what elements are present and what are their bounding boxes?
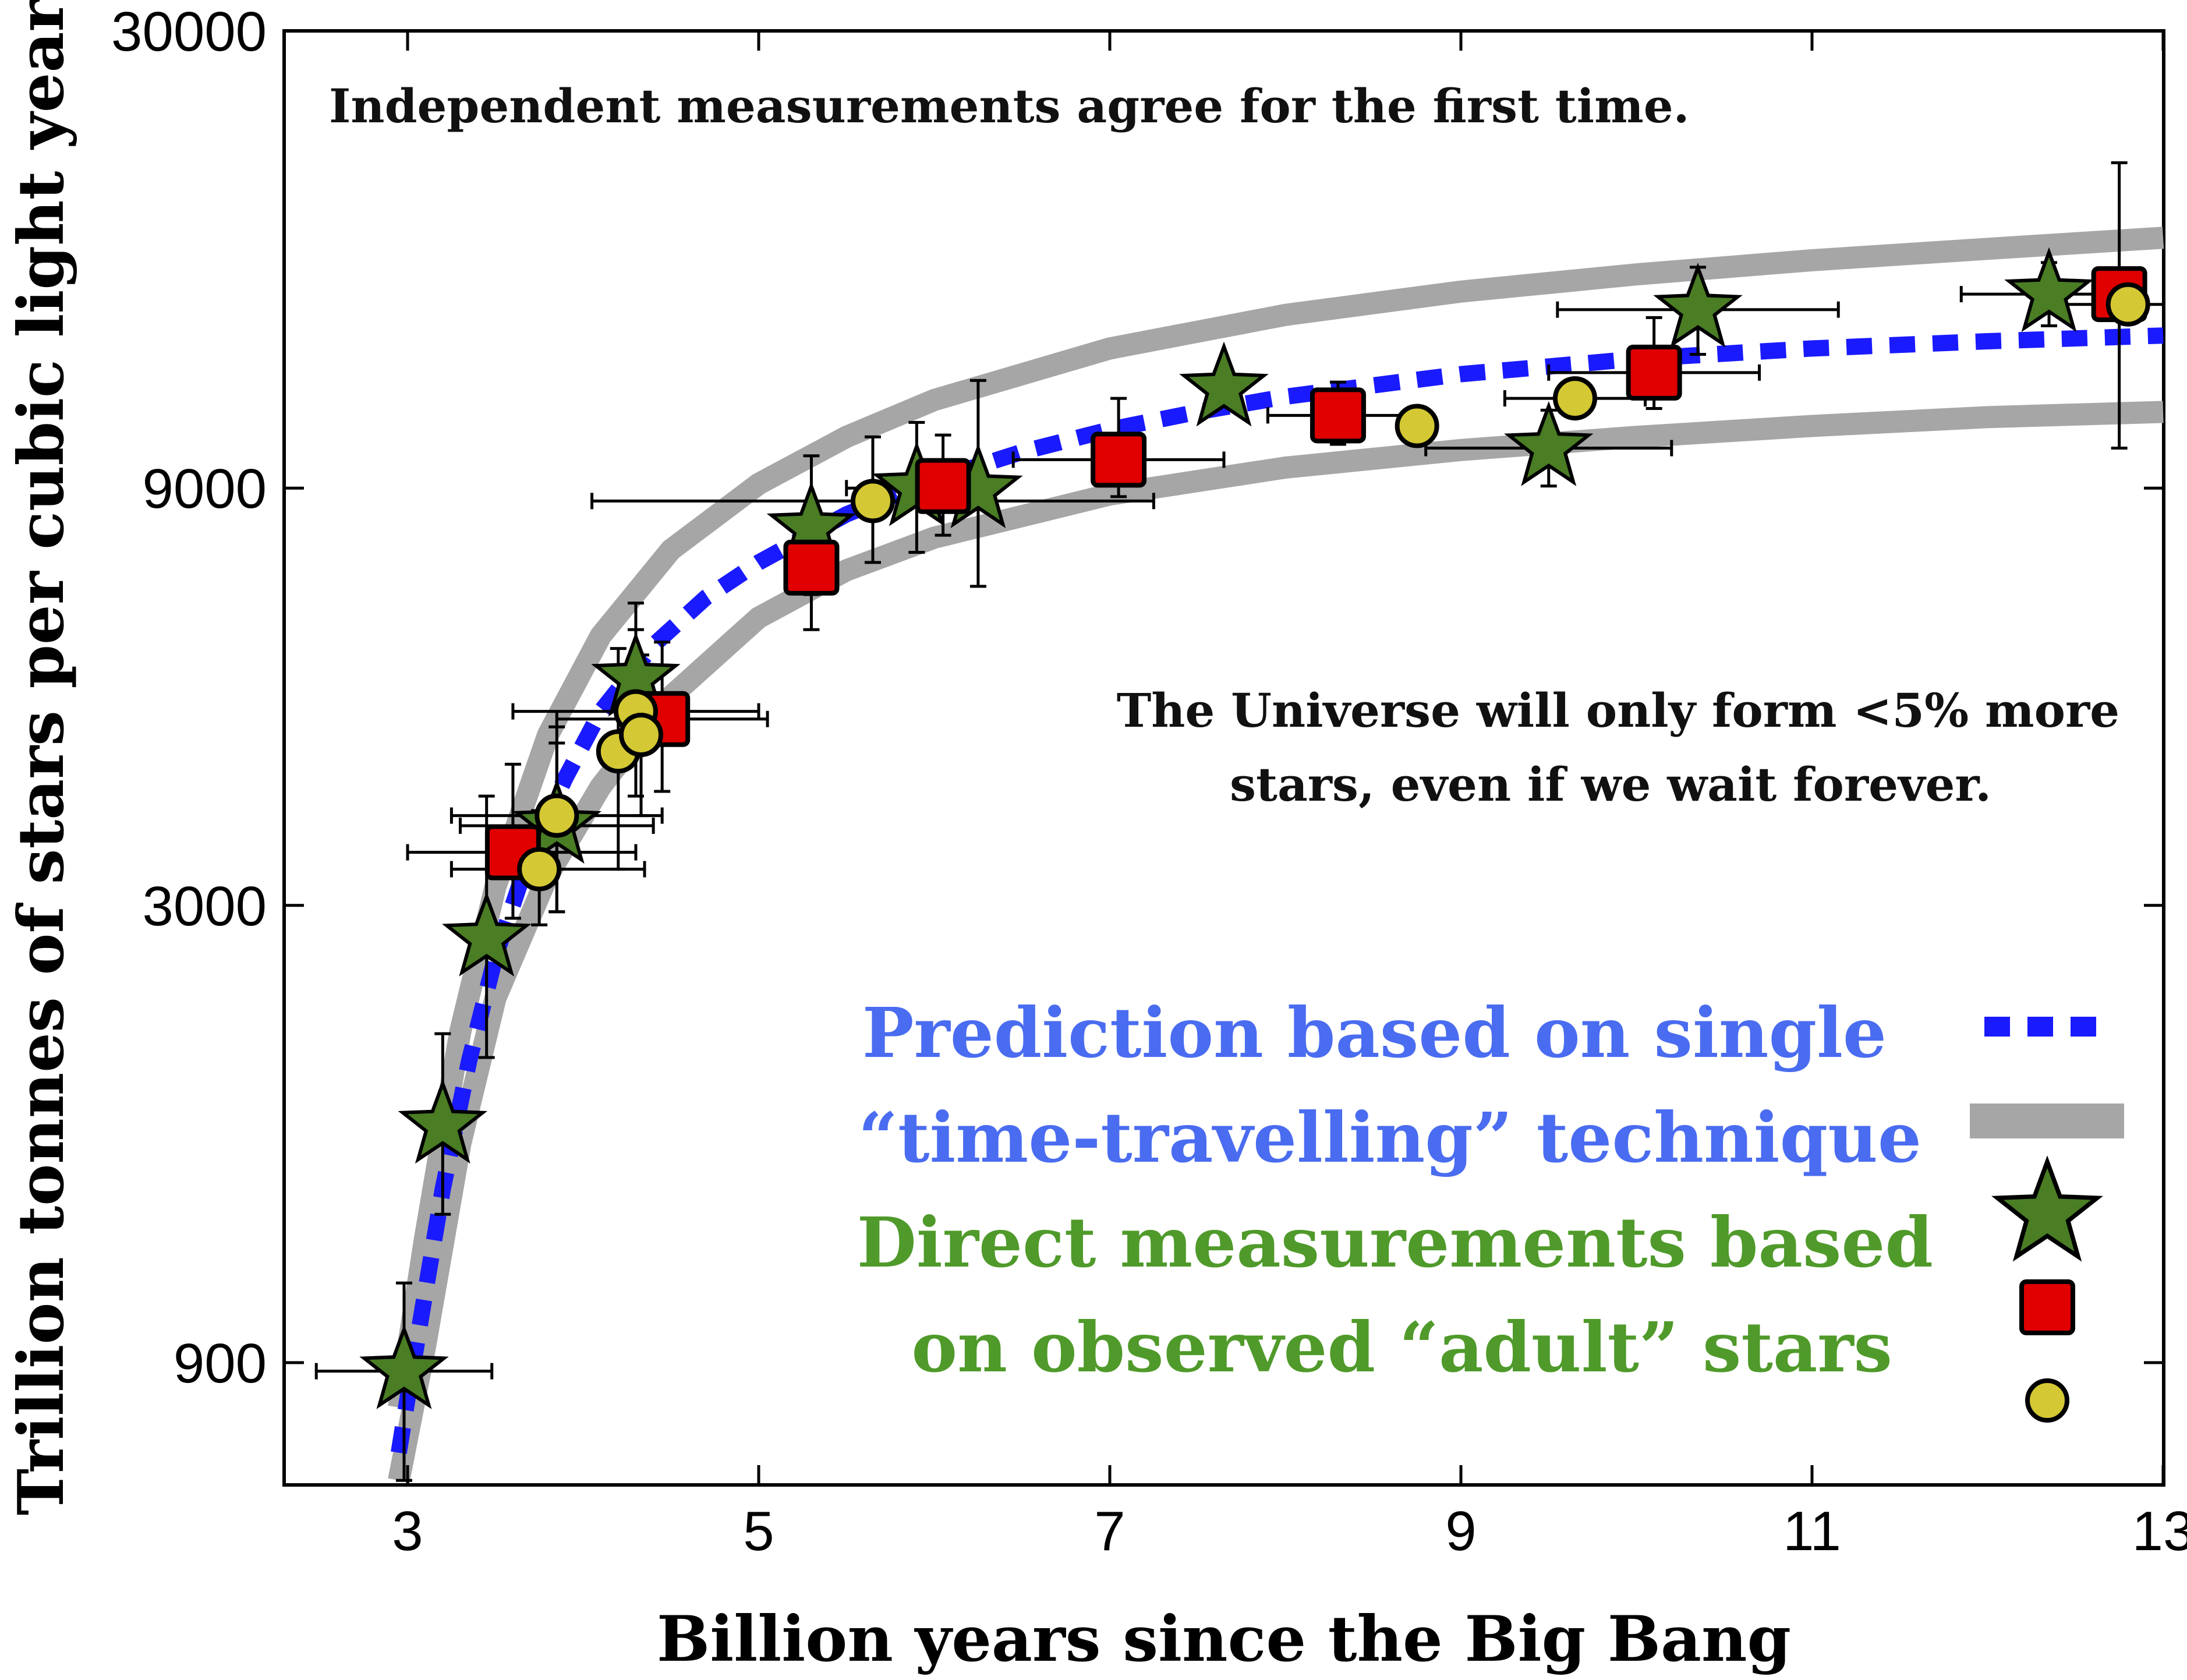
axis-ticks [284, 29, 2165, 1485]
legend-direct-line1: Direct measurements based [857, 1202, 1933, 1283]
plot-frame [282, 29, 2165, 1487]
legend-star-icon [1991, 1155, 2103, 1262]
y-tick-label: 30000 [111, 1, 267, 63]
annotation-universe-line2: stars, even if we wait forever. [1230, 757, 1991, 812]
y-tick-label: 3000 [142, 875, 267, 938]
circle-marker [850, 479, 895, 524]
x-tick-label: 9 [1445, 1500, 1476, 1562]
data-markers [359, 247, 2150, 1409]
legend-circle-icon [2025, 1378, 2069, 1423]
y-axis-title: Trillion tonnes of stars per cubic light… [5, 0, 78, 1515]
x-axis-title: Billion years since the Big Bang [657, 1603, 1791, 1676]
square-marker [1091, 432, 1147, 488]
x-tick-label: 3 [392, 1500, 423, 1562]
star-marker [1504, 401, 1594, 486]
x-tick-label: 5 [743, 1500, 774, 1562]
legend-direct-line2: on observed “adult” stars [911, 1307, 1892, 1388]
square-marker [915, 458, 971, 514]
star-marker [359, 1324, 449, 1409]
y-tick-label: 900 [174, 1332, 267, 1395]
square-marker [1310, 387, 1366, 444]
legend-square-icon [2019, 1279, 2075, 1335]
star-marker [1653, 263, 1743, 348]
annotation-agree: Independent measurements agree for the f… [329, 79, 1690, 133]
band-lower-curve [388, 401, 2164, 1483]
star-marker [398, 1078, 488, 1164]
star-marker [1179, 341, 1269, 427]
circle-marker [1552, 376, 1597, 421]
y-tick-label: 9000 [142, 458, 267, 520]
axis-tick-labels: 3 5 7 9 11 13 900 3000 9000 30000 [111, 1, 2187, 1562]
square-marker [1626, 344, 1682, 401]
x-tick-label: 7 [1094, 1500, 1125, 1562]
legend-prediction-line2: “time-travelling” technique [858, 1097, 1921, 1178]
x-tick-label: 11 [1783, 1500, 1841, 1562]
annotation-universe-line1: The Universe will only form <5% more [1117, 683, 2119, 738]
x-tick-label: 13 [2132, 1500, 2187, 1562]
circle-marker [2105, 282, 2150, 327]
circle-marker [1395, 404, 1439, 448]
prediction-curve [391, 327, 2164, 1454]
circle-marker [618, 712, 663, 757]
star-marker [2004, 247, 2094, 333]
legend-prediction-line1: Prediction based on single [862, 992, 1887, 1073]
circle-marker [535, 793, 579, 838]
square-marker [783, 539, 840, 596]
circle-marker [517, 847, 562, 892]
star-marker [441, 891, 532, 977]
